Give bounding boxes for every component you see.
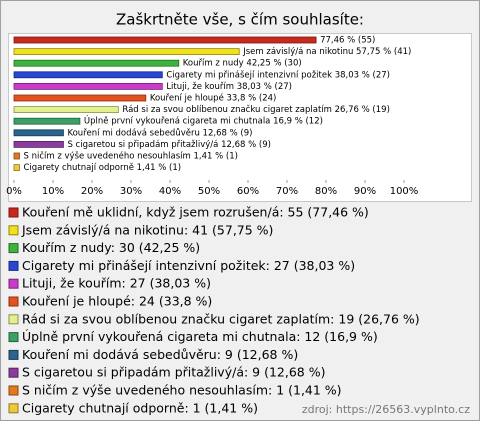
chart-title: Zaškrtněte vše, s čím souhlasíte: (116, 11, 364, 29)
legend-label: S ničím z výše uvedeného nesouhlasím: 1 … (22, 383, 342, 398)
legend-label: Jsem závislý/á na nikotinu: 41 (57,75 %) (21, 222, 273, 237)
legend-swatch (8, 207, 19, 218)
bar (13, 71, 163, 79)
legend-label: Kouření mi dodává sebedůvěru: 9 (12,68 %… (22, 347, 298, 362)
bar-label: Kouřím z nudy 42,25 % (30) (183, 59, 302, 69)
bar (13, 94, 147, 102)
bar (13, 164, 20, 172)
legend-label: Kouřím z nudy: 30 (42,25 %) (22, 240, 200, 255)
legend-label: Úplně první vykouřená cigareta mi chutna… (22, 329, 378, 344)
legend-swatch (8, 403, 19, 414)
bar-label: Cigarety mi přinášejí intenzivní požitek… (166, 69, 390, 80)
legend-label: S cigaretou si připadám přitažlivý/á: 9 … (22, 365, 325, 380)
legend-swatch (8, 278, 19, 289)
x-tick-label: 0% (6, 186, 22, 197)
x-tick-label: 90% (354, 186, 376, 197)
legend-label: Kouření je hloupé: 24 (33,8 %) (22, 294, 212, 309)
legend-swatch (8, 260, 19, 271)
legend-label: Kouření mě uklidní, když jsem rozrušen/á… (22, 205, 369, 220)
bar (13, 129, 64, 137)
x-tick-label: 100% (390, 186, 419, 197)
legend-swatch (8, 243, 19, 254)
bar (13, 140, 64, 148)
legend-label: Rád si za svou oblíbenou značku cigaret … (22, 311, 420, 326)
legend-swatch (8, 314, 19, 325)
bar (13, 36, 317, 44)
legend-swatch (8, 385, 19, 396)
legend-swatch (8, 296, 19, 307)
legend-swatch (8, 332, 19, 343)
bar (13, 83, 163, 90)
bar-label: S cigaretou si připadám přitažlivý/á 12,… (67, 140, 271, 150)
legend-swatch (8, 225, 19, 236)
legend-label: Cigarety mi přinášejí intenzivní požitek… (22, 258, 355, 273)
bar-label: Úplně první vykouřená cigareta mi chutna… (84, 115, 323, 127)
x-tick-label: 70% (276, 186, 298, 197)
bar (13, 117, 81, 125)
x-tick-label: 80% (315, 186, 337, 197)
x-tick-label: 40% (159, 186, 181, 197)
x-tick-label: 50% (198, 186, 220, 197)
legend-swatch (8, 349, 19, 360)
bar-label: Kouření je hloupé 33,8 % (24) (150, 93, 277, 104)
bar-label: Jsem závislý/á na nikotinu 57,75 % (41) (242, 47, 411, 57)
bar-label: 77,46 % (55) (320, 36, 375, 46)
x-tick-label: 20% (81, 186, 103, 197)
bar-label: Kouření mi dodává sebedůvěru 12,68 % (9) (67, 127, 252, 138)
bar-label: Lituji, že kouřím 38,03 % (27) (166, 82, 292, 92)
x-tick-label: 10% (42, 186, 64, 197)
bar (13, 48, 240, 55)
x-tick-label: 60% (237, 186, 259, 197)
legend-label: Lituji, že kouřím: 27 (38,03 %) (22, 276, 211, 291)
bar (13, 152, 20, 160)
bar-label: Cigarety chutnají odporně 1,41 % (1) (23, 163, 181, 173)
legend-label: Cigarety chutnají odporně: 1 (1,41 %) (22, 400, 258, 415)
bar (13, 106, 119, 113)
source: zdroj: https://26563.vyplnto.cz (302, 403, 470, 416)
x-tick-label: 30% (120, 186, 142, 197)
legend-swatch (8, 367, 19, 378)
bar (13, 59, 180, 67)
bar-label: S ničím z výše uvedeného nesouhlasím 1,4… (23, 151, 237, 162)
bar-label: Rád si za svou oblíbenou značku cigaret … (122, 104, 390, 115)
